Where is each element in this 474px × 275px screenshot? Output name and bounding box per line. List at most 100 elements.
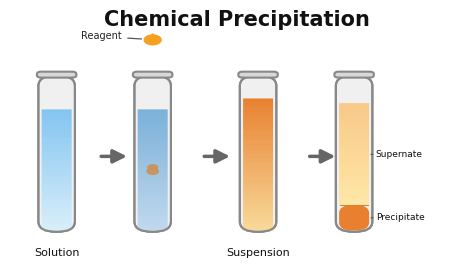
FancyBboxPatch shape <box>138 119 168 122</box>
FancyBboxPatch shape <box>42 167 72 170</box>
FancyBboxPatch shape <box>238 72 278 78</box>
FancyBboxPatch shape <box>339 123 369 127</box>
FancyBboxPatch shape <box>138 167 168 170</box>
FancyBboxPatch shape <box>138 142 168 146</box>
FancyBboxPatch shape <box>42 109 72 113</box>
FancyBboxPatch shape <box>339 113 369 117</box>
FancyBboxPatch shape <box>138 136 168 140</box>
FancyBboxPatch shape <box>339 188 369 192</box>
FancyBboxPatch shape <box>339 198 369 202</box>
FancyBboxPatch shape <box>42 145 72 149</box>
FancyBboxPatch shape <box>138 221 168 224</box>
FancyBboxPatch shape <box>243 148 273 152</box>
FancyBboxPatch shape <box>243 144 273 148</box>
FancyBboxPatch shape <box>339 150 369 154</box>
FancyBboxPatch shape <box>42 197 72 200</box>
FancyBboxPatch shape <box>339 154 369 158</box>
FancyBboxPatch shape <box>42 227 72 230</box>
FancyBboxPatch shape <box>243 200 273 204</box>
FancyBboxPatch shape <box>243 102 273 106</box>
FancyBboxPatch shape <box>243 210 273 214</box>
Text: Supernate: Supernate <box>371 150 423 159</box>
FancyBboxPatch shape <box>138 215 168 218</box>
FancyBboxPatch shape <box>243 161 273 165</box>
FancyBboxPatch shape <box>339 106 369 111</box>
FancyBboxPatch shape <box>243 204 273 207</box>
FancyBboxPatch shape <box>42 112 72 116</box>
FancyBboxPatch shape <box>243 207 273 211</box>
FancyBboxPatch shape <box>42 130 72 134</box>
FancyBboxPatch shape <box>42 116 72 119</box>
FancyBboxPatch shape <box>42 173 72 176</box>
FancyBboxPatch shape <box>339 130 369 134</box>
FancyBboxPatch shape <box>42 148 72 152</box>
Text: Suspension: Suspension <box>226 248 290 258</box>
Circle shape <box>144 35 161 45</box>
FancyBboxPatch shape <box>42 221 72 224</box>
FancyBboxPatch shape <box>42 139 72 143</box>
FancyBboxPatch shape <box>243 227 273 230</box>
FancyBboxPatch shape <box>339 184 369 188</box>
FancyBboxPatch shape <box>138 125 168 128</box>
FancyBboxPatch shape <box>243 213 273 217</box>
FancyBboxPatch shape <box>243 122 273 125</box>
Text: Reagent: Reagent <box>82 31 141 42</box>
FancyBboxPatch shape <box>42 170 72 173</box>
FancyBboxPatch shape <box>42 188 72 191</box>
FancyBboxPatch shape <box>243 154 273 158</box>
FancyBboxPatch shape <box>243 128 273 132</box>
FancyBboxPatch shape <box>339 181 369 185</box>
FancyBboxPatch shape <box>138 148 168 152</box>
FancyBboxPatch shape <box>334 72 374 78</box>
FancyBboxPatch shape <box>42 224 72 227</box>
FancyBboxPatch shape <box>243 220 273 224</box>
FancyBboxPatch shape <box>138 224 168 227</box>
FancyBboxPatch shape <box>42 200 72 203</box>
FancyBboxPatch shape <box>42 136 72 140</box>
FancyBboxPatch shape <box>42 215 72 218</box>
FancyBboxPatch shape <box>138 182 168 185</box>
FancyBboxPatch shape <box>243 191 273 194</box>
FancyBboxPatch shape <box>42 179 72 182</box>
FancyBboxPatch shape <box>243 125 273 128</box>
FancyBboxPatch shape <box>339 164 369 168</box>
Text: Chemical Precipitation: Chemical Precipitation <box>104 10 370 29</box>
FancyBboxPatch shape <box>42 209 72 212</box>
FancyBboxPatch shape <box>243 181 273 185</box>
FancyBboxPatch shape <box>42 194 72 197</box>
FancyBboxPatch shape <box>138 209 168 212</box>
FancyBboxPatch shape <box>243 138 273 142</box>
FancyBboxPatch shape <box>339 134 369 138</box>
FancyBboxPatch shape <box>42 203 72 206</box>
FancyBboxPatch shape <box>138 161 168 164</box>
FancyBboxPatch shape <box>243 98 273 102</box>
FancyBboxPatch shape <box>243 141 273 145</box>
FancyBboxPatch shape <box>339 171 369 175</box>
FancyBboxPatch shape <box>243 197 273 201</box>
FancyBboxPatch shape <box>42 212 72 215</box>
FancyBboxPatch shape <box>243 167 273 171</box>
FancyBboxPatch shape <box>243 184 273 188</box>
FancyBboxPatch shape <box>42 191 72 194</box>
FancyBboxPatch shape <box>138 227 168 230</box>
FancyBboxPatch shape <box>138 133 168 137</box>
FancyBboxPatch shape <box>42 164 72 167</box>
FancyBboxPatch shape <box>243 217 273 221</box>
Circle shape <box>148 165 157 170</box>
FancyBboxPatch shape <box>243 174 273 178</box>
FancyBboxPatch shape <box>339 161 369 164</box>
FancyBboxPatch shape <box>339 110 369 114</box>
FancyBboxPatch shape <box>339 120 369 124</box>
FancyBboxPatch shape <box>243 158 273 161</box>
FancyBboxPatch shape <box>138 197 168 200</box>
FancyBboxPatch shape <box>42 142 72 146</box>
FancyBboxPatch shape <box>138 170 168 173</box>
FancyBboxPatch shape <box>339 205 369 230</box>
FancyBboxPatch shape <box>243 131 273 135</box>
FancyBboxPatch shape <box>138 112 168 116</box>
FancyBboxPatch shape <box>339 137 369 141</box>
FancyBboxPatch shape <box>243 108 273 112</box>
FancyBboxPatch shape <box>38 76 75 232</box>
FancyBboxPatch shape <box>138 145 168 149</box>
FancyBboxPatch shape <box>42 185 72 188</box>
